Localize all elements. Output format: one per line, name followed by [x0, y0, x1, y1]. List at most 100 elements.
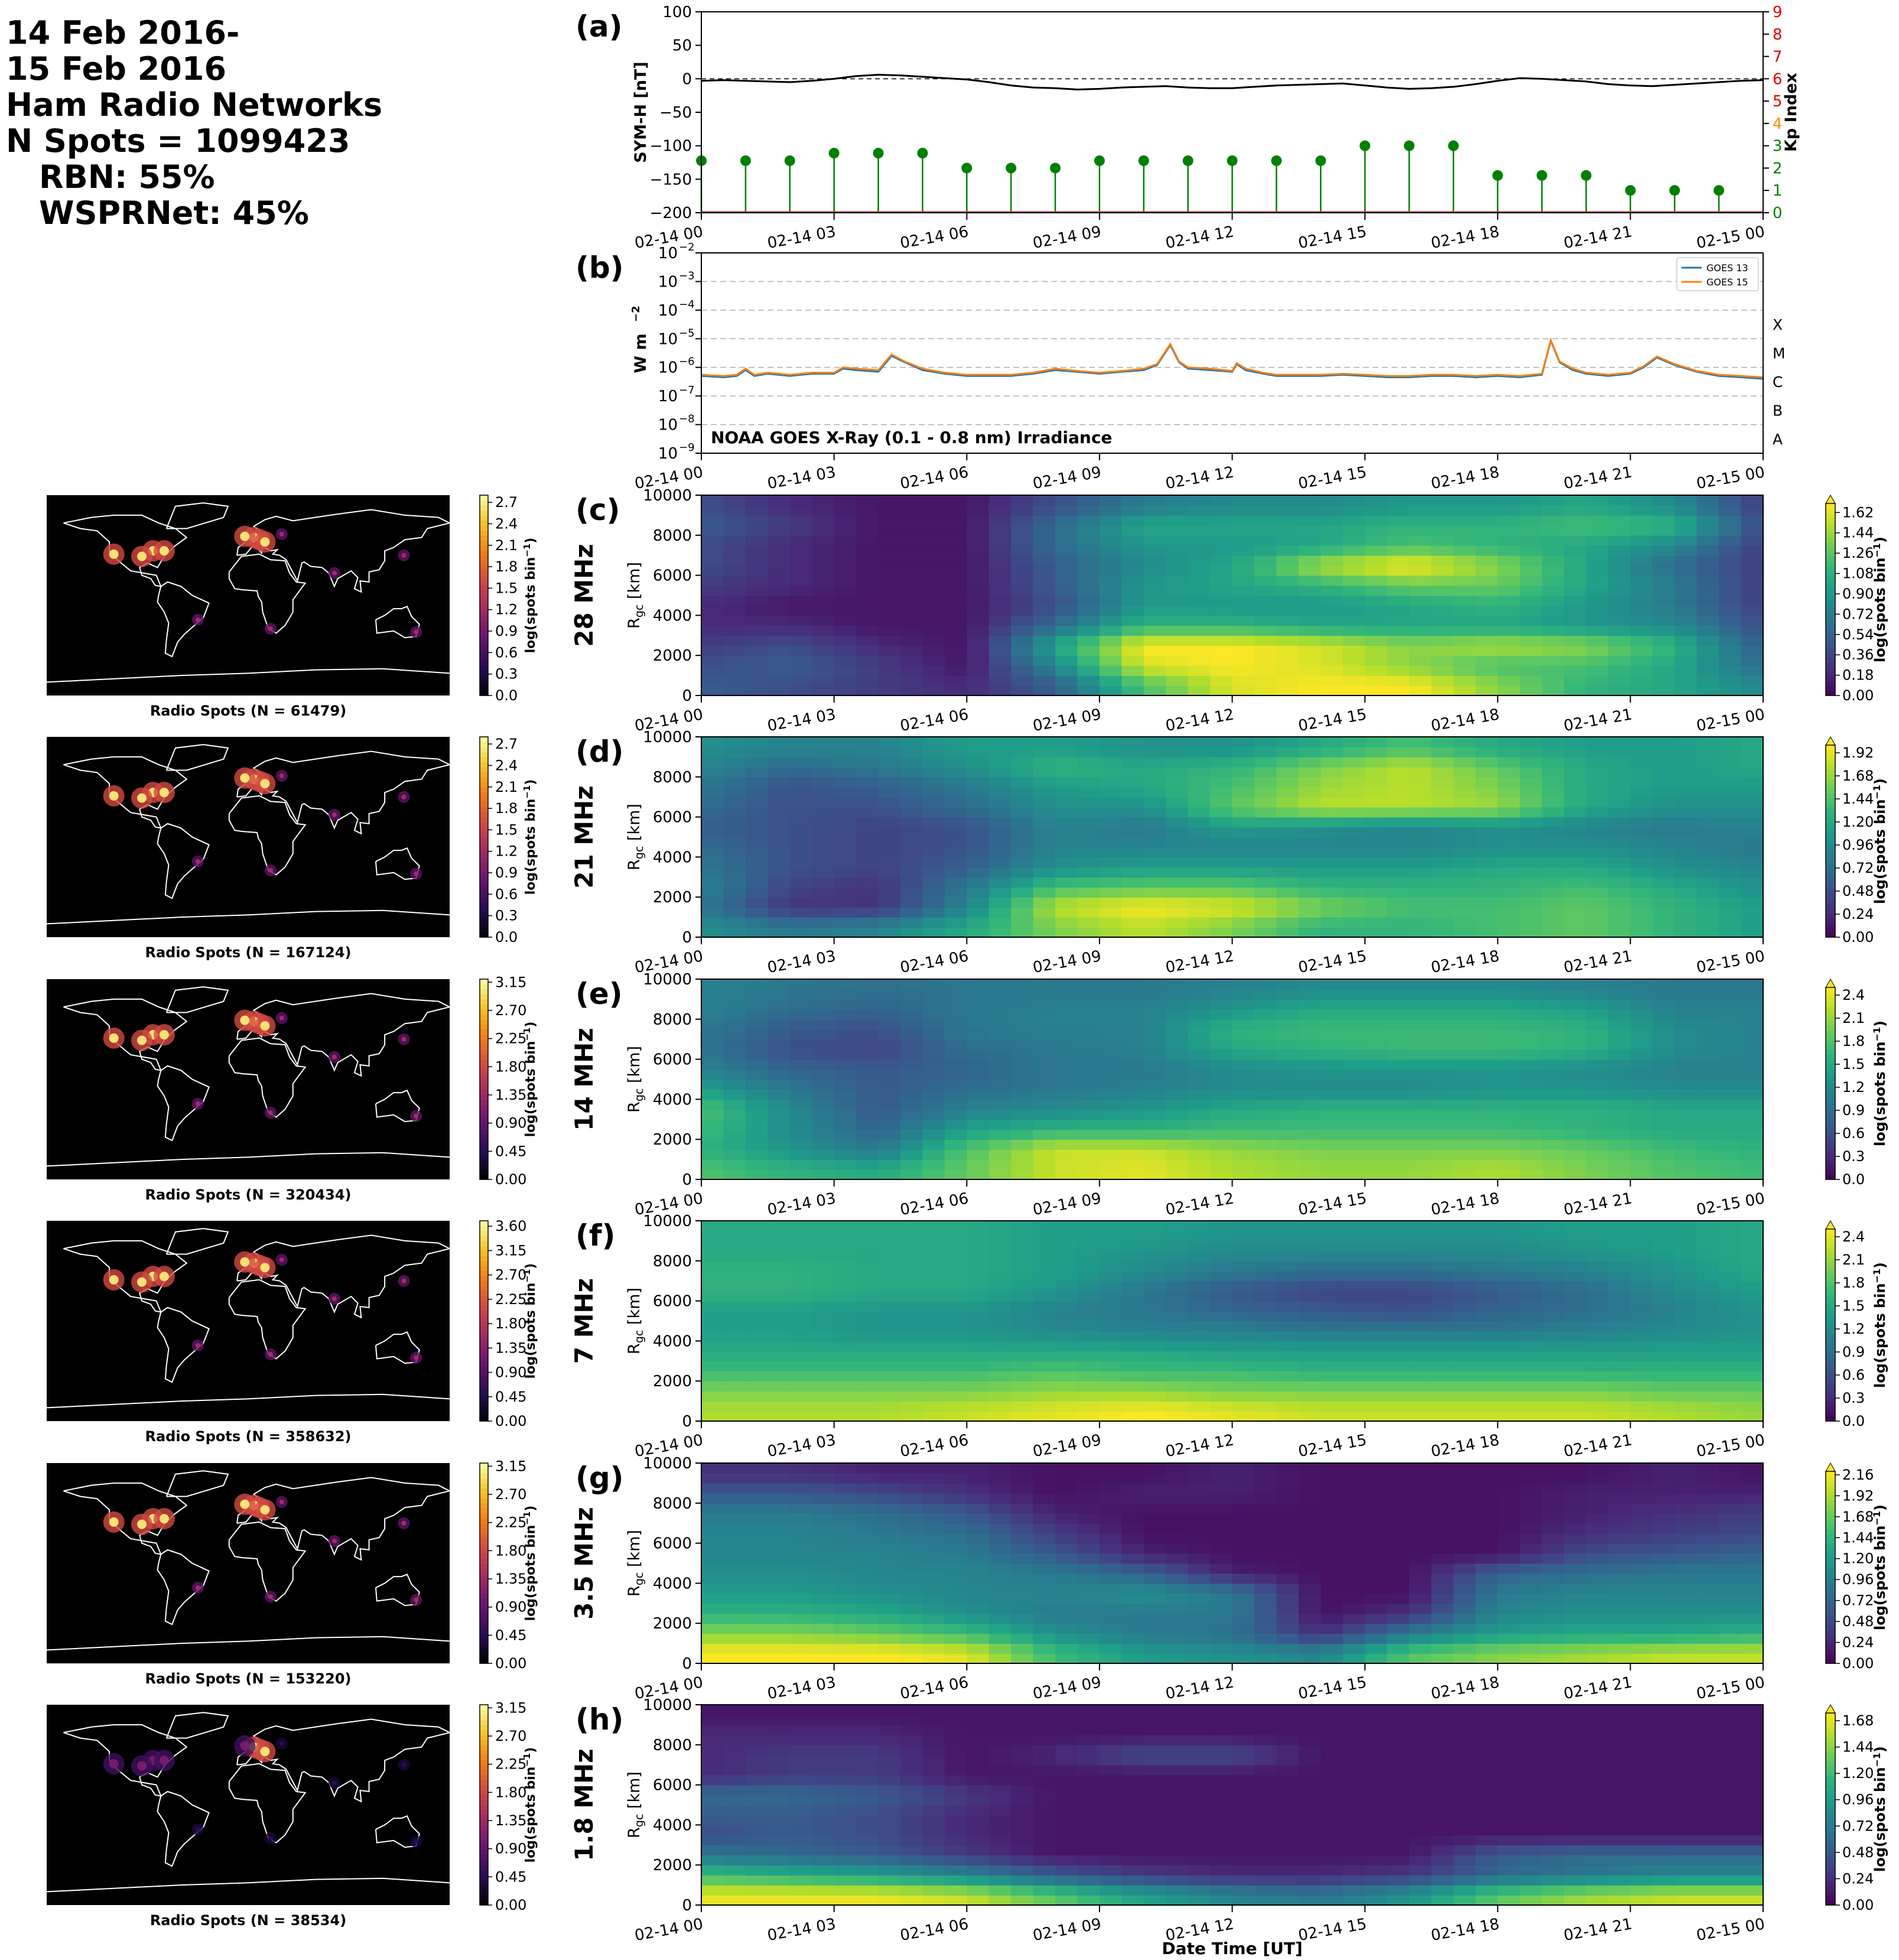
heatmap-cell [878, 917, 901, 928]
heatmap-cell [1276, 927, 1299, 938]
heatmap-cell [1143, 1411, 1166, 1422]
heatmap-cell [1166, 776, 1189, 788]
heatmap-cell [1033, 1643, 1056, 1654]
heatmap-cell [701, 675, 724, 686]
heatmap-cell [1033, 897, 1056, 908]
colorbar-segment [1826, 570, 1835, 576]
heatmap-cell [900, 979, 924, 990]
heatmap-cell [1431, 1311, 1454, 1322]
heatmap-cell [1342, 907, 1365, 918]
heatmap-cell [1542, 737, 1565, 747]
heatmap-cell [1630, 1643, 1653, 1654]
heatmap-cell [1630, 1280, 1653, 1292]
heatmap-cell [1741, 525, 1764, 536]
heatmap-cell [1431, 867, 1454, 878]
heatmap-cell [789, 615, 812, 626]
heatmap-cell [967, 797, 990, 808]
heatmap-cell [1719, 1401, 1742, 1412]
heatmap-cell [1121, 917, 1144, 928]
heatmap-cell [967, 665, 990, 676]
heatmap-cell [1564, 655, 1587, 666]
heatmap-cell [1475, 1341, 1498, 1352]
map-colorbar-segment [480, 590, 488, 596]
heatmap-cell [1055, 655, 1078, 666]
heatmap-cell [1674, 1280, 1698, 1292]
heatmap-cell [1497, 979, 1520, 990]
heatmap-cell [967, 857, 990, 868]
heatmap-cell [1542, 495, 1565, 506]
heatmap-cell [745, 907, 769, 918]
heatmap-cell [1342, 575, 1365, 586]
heatmap-cell [1210, 776, 1233, 788]
heatmap-cell [789, 525, 812, 536]
heatmap-cell [768, 807, 791, 818]
heatmap-cell [1055, 857, 1078, 868]
spot-density-core [414, 1355, 419, 1360]
heatmap-cell [768, 685, 791, 696]
heatmap-cell [1520, 575, 1543, 586]
heatmap-cell [1652, 837, 1676, 848]
heatmap-cell [1387, 776, 1410, 788]
heatmap-cell [1542, 1280, 1565, 1292]
heatmap-cell [878, 1341, 901, 1352]
coastline [46, 909, 450, 925]
heatmap-cell [1387, 1623, 1410, 1634]
heatmap-cell [1608, 1361, 1631, 1372]
heatmap-cell [1321, 1221, 1344, 1231]
heatmap-cell [1033, 1119, 1056, 1130]
heatmap-cell [944, 1019, 968, 1030]
heatmap-cell [1542, 585, 1565, 596]
heatmap-cell [922, 867, 945, 878]
heatmap-cell [1453, 807, 1477, 818]
coastline [157, 1065, 210, 1142]
colorbar-segment [1826, 812, 1835, 818]
heatmap-cell [1630, 917, 1653, 928]
colorbar-segment [1826, 827, 1835, 832]
heatmap-cell [789, 665, 812, 676]
heatmap-cell [1387, 1029, 1410, 1040]
heatmap-cell [1254, 605, 1277, 616]
heatmap-cell [944, 1280, 968, 1292]
heatmap-cell [988, 766, 1012, 778]
heatmap-cell [812, 776, 835, 788]
heatmap-cell [1321, 1119, 1344, 1130]
map-colorbar-segment [480, 1401, 488, 1407]
heatmap-cell [1542, 1250, 1565, 1262]
heatmap-cell [1365, 1270, 1388, 1282]
heatmap-cell [1475, 515, 1498, 526]
heatmap-cell [1630, 1230, 1653, 1241]
heatmap-cell [1696, 535, 1719, 546]
heatmap-cell [1099, 867, 1123, 878]
x-tick-label: 02-14 18 [1430, 1189, 1501, 1219]
heatmap-cell [701, 1291, 724, 1302]
heatmap-cell [1542, 1029, 1565, 1040]
heatmap-cell [944, 1250, 968, 1262]
heatmap-cell [1696, 989, 1719, 1000]
heatmap-cell [988, 1623, 1012, 1634]
heatmap-cell [1674, 979, 1698, 990]
heatmap-cell [878, 1291, 901, 1302]
heatmap-cell [922, 1059, 945, 1070]
heatmap-cell [1011, 1089, 1034, 1100]
heatmap-cell [1608, 1059, 1631, 1070]
heatmap-cell [1321, 807, 1344, 818]
map-colorbar-tick-label: 0.00 [495, 1171, 526, 1188]
heatmap-cell [922, 797, 945, 808]
heatmap-cell [1365, 555, 1388, 566]
heatmap-cell [878, 756, 901, 768]
map-colorbar-segment [480, 979, 488, 985]
band-label: 28 MHz [570, 544, 599, 646]
heatmap-cell [834, 575, 857, 586]
heatmap-cell [1099, 837, 1123, 848]
heatmap-cell [745, 1059, 769, 1070]
heatmap-cell [1055, 737, 1078, 747]
heatmap-cell [1276, 867, 1299, 878]
heatmap-cell [1741, 1079, 1764, 1090]
heatmap-cell [1254, 867, 1277, 878]
heatmap-cell [1143, 817, 1166, 828]
heatmap-cell [1254, 817, 1277, 828]
spot-density-core [109, 549, 119, 559]
header-network-line: WSPRNet: 45% [39, 194, 309, 232]
heatmap-cell [1143, 1381, 1166, 1392]
heatmap-cell [1719, 615, 1742, 626]
